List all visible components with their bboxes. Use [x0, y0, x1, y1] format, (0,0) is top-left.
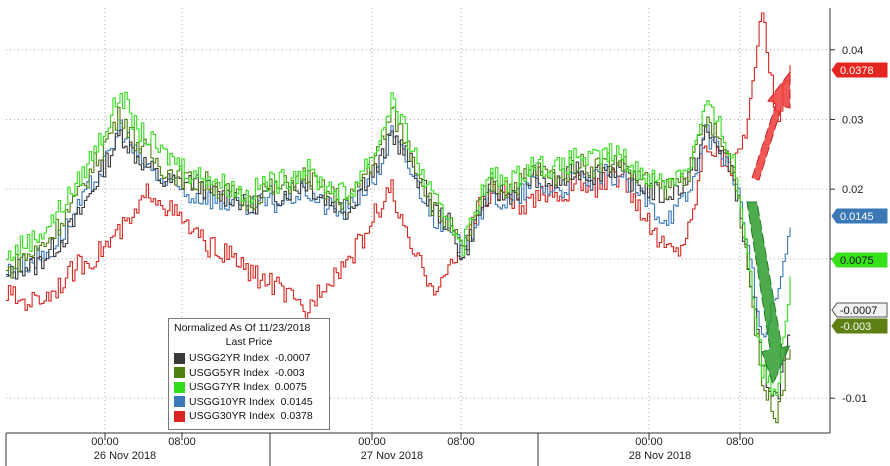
- last-price-tag: [831, 318, 888, 334]
- x-time-label: 00:00: [358, 436, 386, 448]
- legend-swatch: [174, 367, 185, 379]
- y-tick-label: 0.03: [842, 114, 863, 126]
- legend-label: USGG2YR Index -0.0007: [189, 352, 311, 365]
- x-date-label: 28 Nov 2018: [629, 450, 691, 462]
- last-price-tag-label: 0.0075: [840, 255, 874, 267]
- legend-subtitle: Last Price: [225, 336, 273, 348]
- legend-swatch: [174, 352, 185, 364]
- last-price-tags: -0.0007 -0.003 0.0075 0.0145 0.0378: [831, 62, 888, 334]
- green-trend-arrow-icon: [746, 201, 791, 386]
- legend-label: USGG30YR Index 0.0378: [189, 410, 313, 423]
- trend-arrows: [746, 70, 791, 386]
- plot-area: [6, 8, 830, 433]
- last-price-tag-label: 0.0145: [840, 211, 874, 223]
- last-price-tag: [831, 252, 888, 268]
- x-time-label: 00:00: [91, 436, 119, 448]
- legend-item: USGG5YR Index -0.003: [174, 366, 324, 381]
- legend-item: USGG10YR Index 0.0145: [174, 395, 324, 410]
- legend-label: USGG5YR Index -0.003: [189, 366, 305, 379]
- red-trend-arrow-icon: [751, 70, 791, 181]
- x-axis: 00:00 08:00 00:00 08:00 00:00 08:00 26 Nov 201…: [5, 433, 754, 466]
- series-layer: [6, 12, 791, 424]
- legend-item: USGG30YR Index 0.0378: [174, 409, 324, 424]
- x-date-label: 27 Nov 2018: [361, 450, 423, 462]
- last-price-tag: [831, 208, 888, 224]
- y-tick-label: 0.02: [842, 184, 863, 196]
- legend-title: Normalized As Of 11/23/2018: [174, 322, 311, 334]
- series-line: [6, 12, 791, 322]
- series-line: [6, 91, 791, 397]
- last-price-tag: [831, 62, 888, 78]
- last-price-tag: [831, 302, 888, 318]
- legend-item: USGG7YR Index 0.0075: [174, 380, 324, 395]
- last-price-tag-label: -0.0007: [840, 305, 877, 317]
- legend-item: USGG2YR Index -0.0007: [174, 351, 324, 366]
- legend-swatch: [174, 410, 185, 422]
- x-time-label: 08:00: [726, 436, 754, 448]
- legend-swatch: [174, 381, 185, 393]
- x-time-label: 08:00: [168, 436, 196, 448]
- legend-label: USGG7YR Index 0.0075: [189, 381, 307, 394]
- y-axis: 0.040.030.020.01-0.01: [830, 45, 867, 405]
- legend-rows: USGG2YR Index -0.0007 USGG5YR Index -0.00…: [174, 351, 324, 424]
- last-price-tag-label: -0.003: [840, 321, 871, 333]
- y-tick-label: 0.04: [842, 45, 863, 57]
- x-time-label: 08:00: [447, 436, 475, 448]
- last-price-tag-label: 0.0378: [840, 65, 874, 77]
- legend-label: USGG10YR Index 0.0145: [189, 395, 313, 408]
- x-date-label: 26 Nov 2018: [94, 450, 156, 462]
- y-tick-label: -0.01: [842, 393, 867, 405]
- x-time-label: 00:00: [635, 436, 663, 448]
- series-line: [6, 125, 791, 400]
- legend: Normalized As Of 11/23/2018 Last Price U…: [168, 318, 330, 430]
- legend-swatch: [174, 396, 185, 408]
- series-line: [6, 106, 791, 424]
